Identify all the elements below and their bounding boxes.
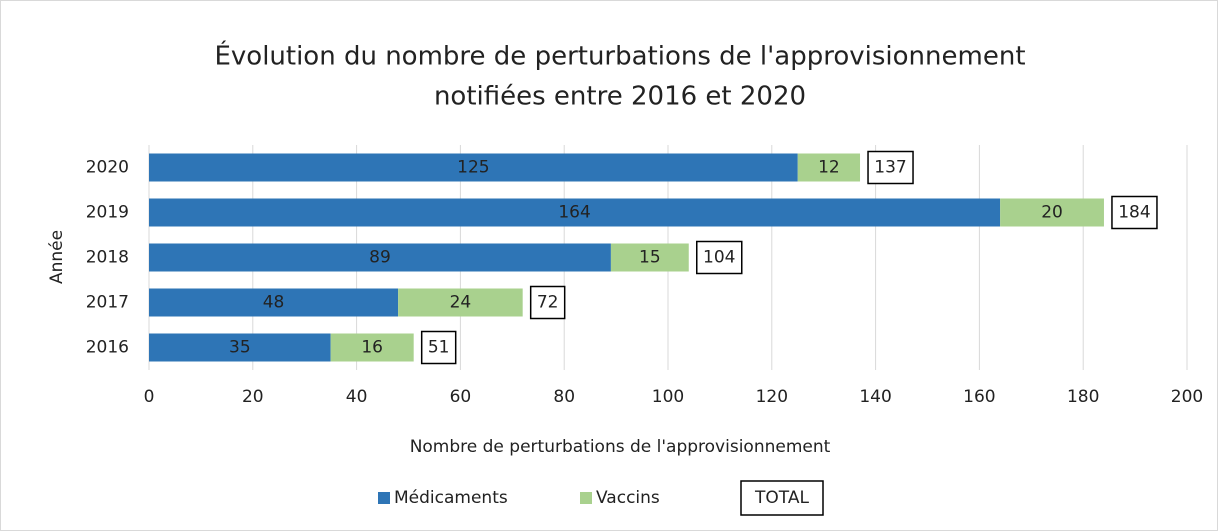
bar-segment <box>149 288 399 317</box>
total-box <box>420 330 457 365</box>
bar-segment <box>398 288 523 317</box>
y-tick-label: 2020 <box>86 158 129 178</box>
x-tick-label: 60 <box>450 387 472 407</box>
bar-segment <box>149 333 331 362</box>
x-tick-label: 160 <box>963 387 995 407</box>
value-label: 89 <box>369 248 391 268</box>
total-label: 137 <box>874 158 906 178</box>
total-box <box>529 285 566 320</box>
x-tick-label: 20 <box>242 387 264 407</box>
x-tick-label: 200 <box>1171 387 1203 407</box>
y-tick-label: 2016 <box>86 338 129 358</box>
legend-label: TOTAL <box>754 488 809 508</box>
bar-segment <box>149 243 611 272</box>
value-label: 12 <box>818 158 840 178</box>
value-label: 125 <box>457 158 489 178</box>
x-tick-label: 120 <box>756 387 788 407</box>
value-label: 16 <box>361 338 383 358</box>
x-axis-title: Nombre de perturbations de l'approvision… <box>410 437 831 457</box>
bar-segment <box>797 153 861 182</box>
total-label: 184 <box>1118 203 1150 223</box>
y-tick-label: 2019 <box>86 203 129 223</box>
value-label: 48 <box>263 293 285 313</box>
bar-segment <box>149 198 1001 227</box>
bar-segment <box>149 153 798 182</box>
total-box <box>1111 195 1158 230</box>
value-label: 20 <box>1041 203 1063 223</box>
value-label: 15 <box>639 248 661 268</box>
legend-label: Médicaments <box>394 488 508 508</box>
total-box <box>696 240 743 275</box>
value-label: 24 <box>450 293 472 313</box>
value-label: 164 <box>558 203 590 223</box>
y-axis-title: Année <box>47 230 67 284</box>
x-tick-label: 80 <box>553 387 575 407</box>
legend-box <box>740 480 824 516</box>
x-tick-label: 0 <box>144 387 155 407</box>
value-label: 35 <box>229 338 251 358</box>
x-tick-label: 40 <box>346 387 368 407</box>
chart-title: notifiées entre 2016 et 2020 <box>434 82 806 112</box>
legend-swatch <box>378 492 390 504</box>
legend-label: Vaccins <box>596 488 660 508</box>
y-tick-label: 2018 <box>86 248 129 268</box>
x-tick-label: 140 <box>859 387 891 407</box>
legend-swatch <box>580 492 592 504</box>
bar-segment <box>330 333 414 362</box>
x-tick-label: 100 <box>652 387 684 407</box>
bar-segment <box>610 243 689 272</box>
x-tick-label: 180 <box>1067 387 1099 407</box>
bar-segment <box>1000 198 1104 227</box>
total-label: 104 <box>703 248 735 268</box>
y-tick-label: 2017 <box>86 293 129 313</box>
total-box <box>867 150 914 185</box>
total-label: 72 <box>537 293 559 313</box>
total-label: 51 <box>428 338 450 358</box>
chart-title: Évolution du nombre de perturbations de … <box>214 40 1025 72</box>
